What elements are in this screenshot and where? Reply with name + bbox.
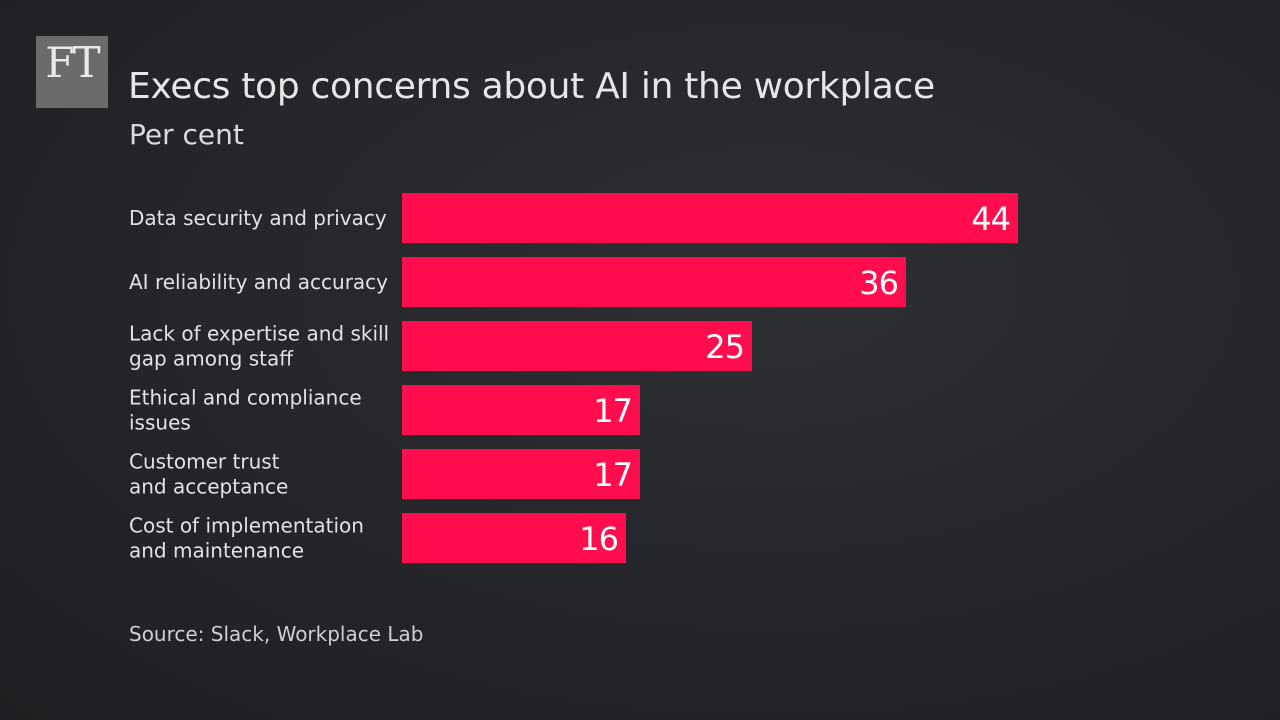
bar-3: [402, 385, 640, 435]
category-label-1: AI reliability and accuracy: [129, 270, 388, 294]
chart-subtitle: Per cent: [129, 118, 244, 151]
ft-logo: FT: [36, 36, 108, 108]
value-label-1: 36: [859, 264, 898, 302]
bar-1: [402, 257, 906, 307]
bar-2: [402, 321, 752, 371]
chart-title: Execs top concerns about AI in the workp…: [128, 66, 935, 107]
category-label-2: Lack of expertise and skill gap among sta…: [129, 322, 389, 371]
category-label-4: Customer trust and acceptance: [129, 450, 288, 499]
category-label-0: Data security and privacy: [129, 206, 387, 230]
bar-5: [402, 513, 626, 563]
value-label-5: 16: [579, 520, 618, 558]
value-label-2: 25: [705, 328, 744, 366]
category-label-5: Cost of implementation and maintenance: [129, 514, 364, 563]
bar-4: [402, 449, 640, 499]
source-note: Source: Slack, Workplace Lab: [129, 622, 424, 646]
category-label-3: Ethical and compliance issues: [129, 386, 362, 435]
bar-0: [402, 193, 1018, 243]
value-label-3: 17: [593, 392, 632, 430]
value-label-4: 17: [593, 456, 632, 494]
value-label-0: 44: [971, 200, 1010, 238]
